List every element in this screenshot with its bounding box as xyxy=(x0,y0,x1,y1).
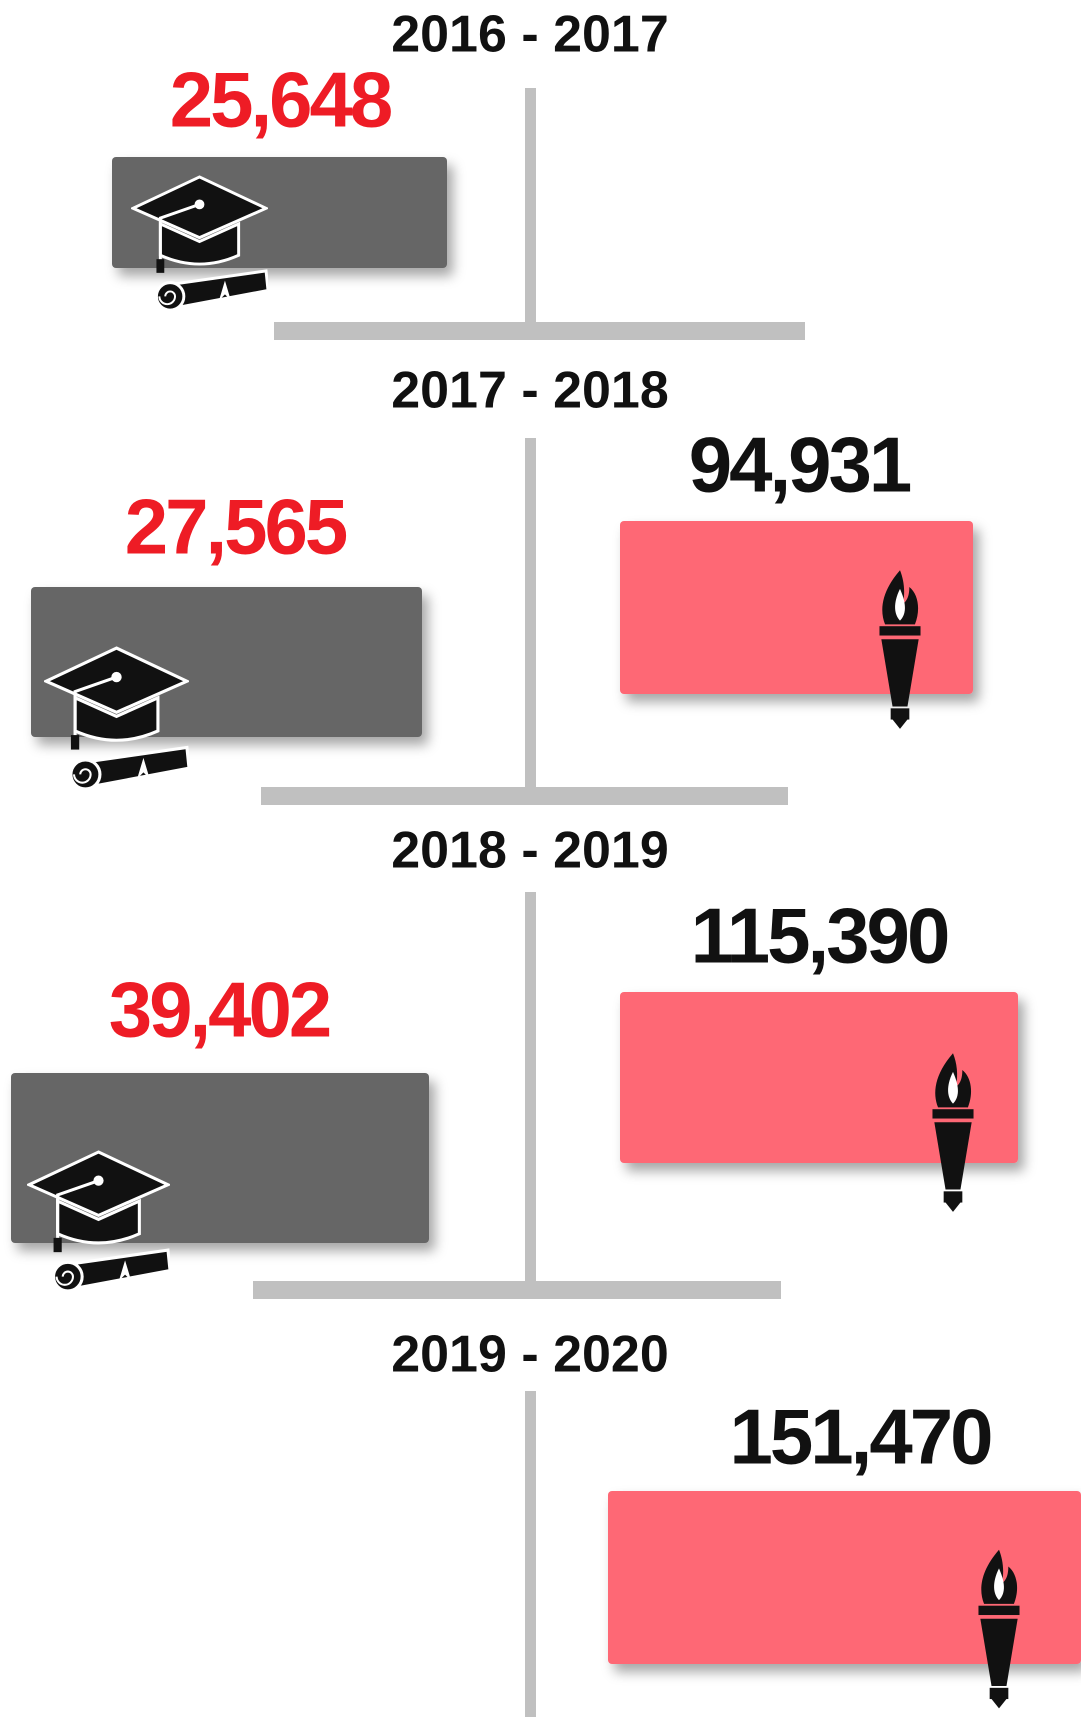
grey-value: 25,648 xyxy=(170,56,391,144)
torch-icon xyxy=(932,1053,974,1212)
period-title: 2018 - 2019 xyxy=(391,822,669,880)
axis-line xyxy=(525,88,536,328)
pink-value: 115,390 xyxy=(691,892,948,980)
pink-box xyxy=(608,1491,1081,1664)
period-title: 2019 - 2020 xyxy=(391,1326,669,1384)
base-line xyxy=(261,787,788,805)
grey-value: 27,565 xyxy=(125,483,347,571)
base-line xyxy=(274,322,805,340)
base-line xyxy=(253,1281,781,1299)
pink-value: 151,470 xyxy=(730,1393,992,1481)
pink-box xyxy=(620,992,1018,1163)
pink-value: 94,931 xyxy=(689,421,911,509)
axis-line xyxy=(525,438,536,788)
pink-box xyxy=(620,521,973,694)
torch-icon xyxy=(978,1549,1020,1709)
axis-line xyxy=(525,892,536,1281)
grey-value: 39,402 xyxy=(109,966,330,1054)
torch-icon xyxy=(879,570,921,729)
period-title: 2017 - 2018 xyxy=(391,362,669,420)
axis-line xyxy=(525,1391,536,1717)
period-title: 2016 - 2017 xyxy=(391,6,669,64)
